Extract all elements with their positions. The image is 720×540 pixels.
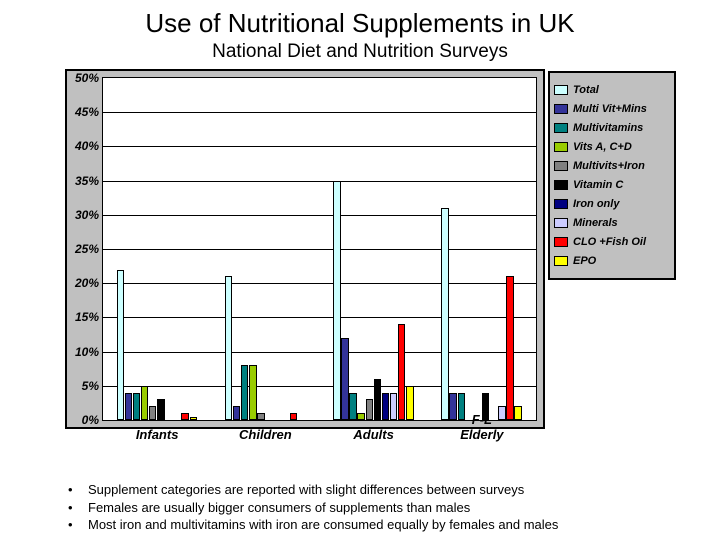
legend-item: EPO bbox=[554, 255, 670, 267]
bar bbox=[290, 413, 297, 420]
y-tick-label: 45% bbox=[65, 105, 99, 119]
y-tick-label: 35% bbox=[65, 174, 99, 188]
bar bbox=[133, 393, 140, 420]
legend-label: Vitamin C bbox=[573, 179, 623, 191]
plot-area: 0%5%10%15%20%25%30%35%40%45%50%InfantsCh… bbox=[102, 77, 537, 421]
bar bbox=[341, 338, 348, 420]
bar bbox=[406, 386, 413, 420]
bar bbox=[349, 393, 356, 420]
y-tick-label: 25% bbox=[65, 242, 99, 256]
bar bbox=[398, 324, 405, 420]
gridline bbox=[103, 352, 536, 353]
y-tick-label: 40% bbox=[65, 139, 99, 153]
legend-item: Iron only bbox=[554, 198, 670, 210]
bullet-item: Females are usually bigger consumers of … bbox=[60, 499, 660, 517]
bar bbox=[257, 413, 264, 420]
legend-swatch bbox=[554, 256, 568, 266]
legend-swatch bbox=[554, 85, 568, 95]
gridline bbox=[103, 249, 536, 250]
bar bbox=[441, 208, 448, 420]
legend-item: Minerals bbox=[554, 217, 670, 229]
legend-item: Multivits+Iron bbox=[554, 160, 670, 172]
y-tick-label: 30% bbox=[65, 208, 99, 222]
legend-label: Iron only bbox=[573, 198, 619, 210]
x-tick-label: F-L Elderly bbox=[455, 412, 509, 442]
legend-label: CLO +Fish Oil bbox=[573, 236, 646, 248]
chart-container: 0% 5% 10% 15% 20% 25% 30% 35% 40% 45% 50% Infants Ch… bbox=[65, 69, 680, 459]
bullet-item: Most iron and multivitamins with iron ar… bbox=[60, 516, 660, 534]
legend-label: Total bbox=[573, 84, 599, 96]
bar bbox=[357, 413, 364, 420]
y-tick-label: 5% bbox=[65, 379, 99, 393]
gridline bbox=[103, 181, 536, 182]
gridline bbox=[103, 112, 536, 113]
y-tick-label: 10% bbox=[65, 345, 99, 359]
chart-title: Use of Nutritional Supplements in UK bbox=[0, 0, 720, 39]
gridline bbox=[103, 317, 536, 318]
bar bbox=[149, 406, 156, 420]
y-tick-label: 20% bbox=[65, 276, 99, 290]
legend-item: Multi Vit+Mins bbox=[554, 103, 670, 115]
bar bbox=[181, 413, 188, 420]
legend-swatch bbox=[554, 218, 568, 228]
legend-label: Minerals bbox=[573, 217, 618, 229]
legend-label: Vits A, C+D bbox=[573, 141, 632, 153]
bar bbox=[374, 379, 381, 420]
legend-item: Multivitamins bbox=[554, 122, 670, 134]
y-tick-label: 15% bbox=[65, 310, 99, 324]
legend-item: Total bbox=[554, 84, 670, 96]
bar bbox=[366, 399, 373, 420]
bullet-item: Supplement categories are reported with … bbox=[60, 481, 660, 499]
bar bbox=[157, 399, 164, 420]
y-tick-label: 50% bbox=[65, 71, 99, 85]
bar bbox=[117, 270, 124, 420]
legend-swatch bbox=[554, 161, 568, 171]
legend-label: EPO bbox=[573, 255, 596, 267]
legend-label: Multivitamins bbox=[573, 122, 643, 134]
bar bbox=[233, 406, 240, 420]
bar bbox=[141, 386, 148, 420]
legend-swatch bbox=[554, 104, 568, 114]
legend: Total Multi Vit+Mins Multivitamins Vits A, … bbox=[548, 71, 676, 280]
gridline bbox=[103, 283, 536, 284]
legend-item: Vits A, C+D bbox=[554, 141, 670, 153]
y-tick-label: 0% bbox=[65, 413, 99, 427]
legend-swatch bbox=[554, 123, 568, 133]
gridline bbox=[103, 215, 536, 216]
legend-swatch bbox=[554, 237, 568, 247]
bar bbox=[125, 393, 132, 420]
gridline bbox=[103, 386, 536, 387]
bar bbox=[225, 276, 232, 420]
x-tick-label: Infants bbox=[136, 427, 179, 442]
legend-label: Multi Vit+Mins bbox=[573, 103, 647, 115]
bar bbox=[190, 417, 197, 420]
bar bbox=[514, 406, 521, 420]
x-tick-label: Children bbox=[239, 427, 292, 442]
chart-subtitle: National Diet and Nutrition Surveys bbox=[0, 39, 720, 69]
legend-swatch bbox=[554, 180, 568, 190]
bar bbox=[333, 181, 340, 420]
bar bbox=[506, 276, 513, 420]
legend-item: CLO +Fish Oil bbox=[554, 236, 670, 248]
legend-label: Multivits+Iron bbox=[573, 160, 645, 172]
legend-swatch bbox=[554, 142, 568, 152]
bar bbox=[241, 365, 248, 420]
gridline bbox=[103, 146, 536, 147]
legend-item: Vitamin C bbox=[554, 179, 670, 191]
plot-background: 0%5%10%15%20%25%30%35%40%45%50%InfantsCh… bbox=[65, 69, 545, 429]
legend-swatch bbox=[554, 199, 568, 209]
bar bbox=[382, 393, 389, 420]
bullet-list: Supplement categories are reported with … bbox=[60, 481, 660, 534]
x-tick-label: Adults bbox=[353, 427, 393, 442]
bar bbox=[249, 365, 256, 420]
bar bbox=[390, 393, 397, 420]
